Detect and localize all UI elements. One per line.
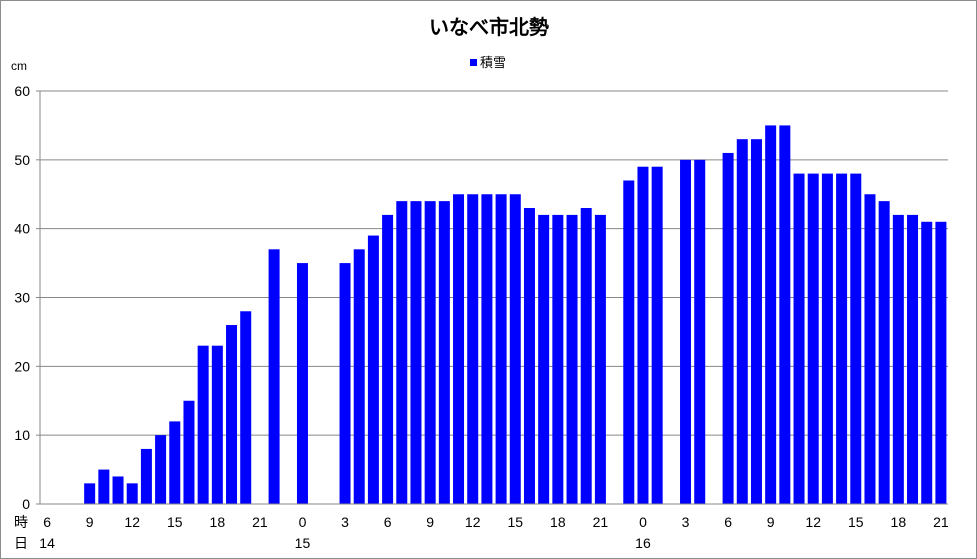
bar [183, 400, 195, 504]
bar [552, 214, 564, 504]
x-hour-tick-label: 9 [767, 514, 775, 530]
bar [84, 483, 96, 504]
axes [39, 91, 948, 505]
bar [580, 208, 592, 504]
bar [112, 476, 124, 504]
bar [495, 194, 507, 504]
bar [240, 311, 252, 504]
bar [594, 214, 606, 504]
bar [736, 139, 748, 504]
y-tick-label: 40 [14, 221, 30, 237]
x-hour-tick-label: 18 [210, 514, 226, 530]
bar [197, 345, 209, 504]
bar [779, 125, 791, 505]
x-hour-tick-label: 3 [682, 514, 690, 530]
bar [538, 214, 550, 504]
legend-swatch [470, 59, 477, 66]
bar [722, 152, 734, 504]
bar [98, 469, 110, 504]
bar [453, 194, 465, 504]
bar [623, 180, 635, 504]
bar [396, 201, 408, 504]
bars [84, 125, 947, 505]
y-axis-unit: cm [11, 59, 27, 73]
bar [509, 194, 521, 504]
bar [155, 435, 167, 504]
x-hour-tick-label: 15 [848, 514, 864, 530]
bar [765, 125, 777, 505]
bar [864, 194, 876, 504]
bar [140, 448, 152, 504]
y-tick-label: 20 [14, 358, 30, 374]
y-tick-label: 60 [14, 83, 30, 99]
x-hour-tick-label: 15 [167, 514, 183, 530]
y-tick-label: 50 [14, 152, 30, 168]
y-axis-ticks: 0 10 20 30 40 50 60 [14, 83, 40, 512]
bar [296, 263, 308, 504]
x-hour-tick-label: 18 [550, 514, 566, 530]
bar [836, 173, 848, 504]
x-hour-tick-label: 12 [805, 514, 821, 530]
x-hour-tick-label: 6 [43, 514, 51, 530]
bar [382, 214, 394, 504]
bar [169, 421, 181, 504]
x-axis-ticks: 6 9 12 15 18 21 0 3 6 9 12 15 18 21 0 3 6 9 12 15 18 21 14 15 16 [39, 514, 949, 551]
bar [438, 201, 450, 504]
x-hour-tick-label: 18 [891, 514, 907, 530]
bar [935, 221, 947, 505]
x-hour-tick-label: 3 [341, 514, 349, 530]
x-day-tick-label: 16 [635, 535, 651, 551]
legend: 積雪 [470, 56, 506, 71]
x-hour-tick-label: 21 [252, 514, 268, 530]
chart-title: いなべ市北勢 [429, 15, 549, 39]
bar [637, 166, 649, 504]
bar [821, 173, 833, 504]
bar [850, 173, 862, 504]
x-hour-tick-label: 0 [299, 514, 307, 530]
x-axis-day-label: 日 [14, 535, 28, 551]
bar [892, 214, 904, 504]
bar [268, 249, 280, 504]
bar [367, 235, 379, 505]
x-hour-tick-label: 9 [86, 514, 94, 530]
x-hour-tick-label: 21 [933, 514, 949, 530]
bar [467, 194, 479, 504]
bar [921, 221, 933, 505]
bar [410, 201, 422, 504]
bar [680, 159, 692, 505]
x-hour-tick-label: 0 [639, 514, 647, 530]
bar [651, 166, 663, 504]
x-hour-tick-label: 12 [124, 514, 140, 530]
x-hour-tick-label: 12 [465, 514, 481, 530]
bar [793, 173, 805, 504]
bar [523, 208, 535, 504]
bar [694, 159, 706, 505]
bar [750, 139, 762, 504]
y-tick-label: 10 [14, 427, 30, 443]
bar [907, 214, 919, 504]
x-hour-tick-label: 21 [593, 514, 609, 530]
bar [226, 325, 238, 504]
x-hour-tick-label: 9 [426, 514, 434, 530]
x-hour-tick-label: 6 [384, 514, 392, 530]
bar [211, 345, 223, 504]
bar [878, 201, 890, 504]
y-tick-label: 0 [22, 496, 30, 512]
bar [424, 201, 436, 504]
x-day-tick-label: 15 [295, 535, 311, 551]
x-hour-tick-label: 15 [507, 514, 523, 530]
x-hour-tick-label: 6 [724, 514, 732, 530]
bar [566, 214, 578, 504]
legend-label: 積雪 [480, 56, 506, 71]
y-tick-label: 30 [14, 290, 30, 306]
bar [126, 483, 138, 504]
x-day-tick-label: 14 [39, 535, 55, 551]
bar [353, 249, 365, 504]
bar [481, 194, 493, 504]
bar [807, 173, 819, 504]
bar [339, 263, 351, 504]
x-axis-hour-label: 時 [14, 514, 28, 530]
